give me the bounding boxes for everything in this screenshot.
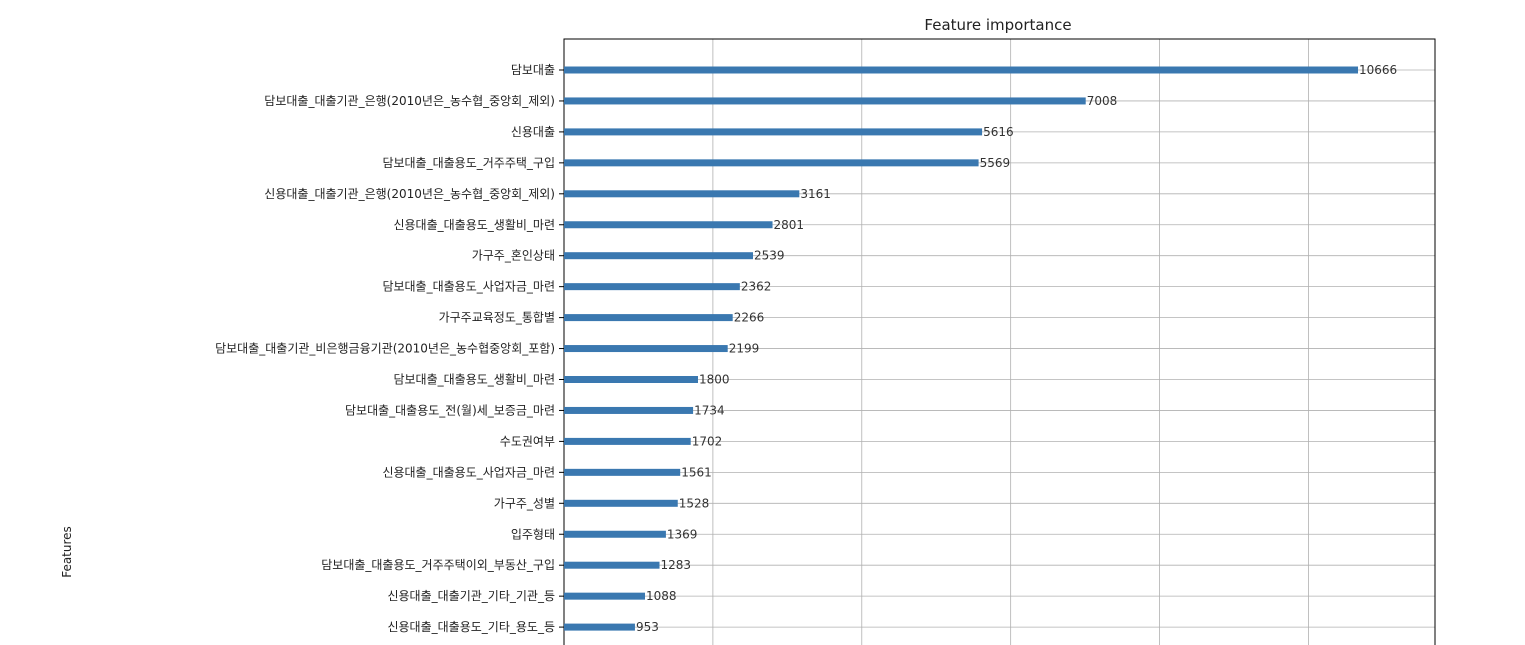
value-label: 10666 [1359, 63, 1397, 77]
bar [564, 283, 740, 290]
value-label: 5569 [980, 156, 1011, 170]
value-label: 1702 [692, 434, 723, 448]
value-label: 1734 [694, 403, 725, 417]
y-tick-label: 가구주_성별 [494, 496, 555, 510]
value-label: 1528 [679, 496, 710, 510]
y-tick-label: 담보대출_대출용도_전(월)세_보증금_마련 [345, 403, 555, 417]
value-label: 2801 [774, 218, 805, 232]
bar [564, 252, 753, 259]
y-tick-label: 신용대출_대출용도_사업자금_마련 [382, 465, 555, 479]
y-tick-label: 담보대출_대출용도_생활비_마련 [393, 373, 555, 387]
y-axis-label: Features [60, 526, 74, 578]
y-tick-label: 신용대출_대출기관_은행(2010년은_농수협_중앙회_제외) [264, 186, 555, 201]
bar [564, 531, 666, 538]
y-tick-label: 담보대출 [511, 63, 555, 77]
y-tick-label: 담보대출_대출기관_비은행금융기관(2010년은_농수협중앙회_포함) [215, 341, 555, 356]
bar [564, 128, 982, 135]
value-label: 5616 [983, 125, 1014, 139]
bar [564, 190, 799, 197]
bar [564, 221, 773, 228]
bar [564, 97, 1086, 104]
value-label: 1088 [646, 589, 677, 603]
bar [564, 345, 728, 352]
bar [564, 593, 645, 600]
y-tick-label: 가구주_혼인상태 [472, 249, 555, 263]
bar [564, 469, 680, 476]
bar [564, 562, 660, 569]
y-tick-label: 입주형태 [511, 527, 555, 541]
y-tick-label: 신용대출_대출용도_기타_용도_등 [387, 620, 555, 634]
y-tick-label: 신용대출 [511, 125, 555, 139]
y-tick-label: 신용대출_대출기관_기타_기관_등 [387, 589, 555, 603]
value-label: 2539 [754, 249, 785, 263]
bar [564, 407, 693, 414]
value-label: 7008 [1087, 94, 1118, 108]
value-label: 2362 [741, 280, 772, 294]
y-tick-label: 가구주교육정도_통합별 [439, 311, 555, 325]
y-tick-label: 신용대출_대출용도_생활비_마련 [393, 218, 555, 232]
value-label: 2266 [734, 311, 765, 325]
value-label: 1800 [699, 373, 730, 387]
bar [564, 624, 635, 631]
y-tick-label: 수도권여부 [500, 434, 555, 448]
y-tick-label: 담보대출_대출용도_거주주택이외_부동산_구입 [321, 558, 555, 572]
value-label: 3161 [800, 187, 831, 201]
value-label: 1283 [661, 558, 692, 572]
bar [564, 438, 691, 445]
value-label: 2199 [729, 342, 760, 356]
y-tick-label: 담보대출_대출용도_거주주택_구입 [382, 156, 555, 170]
y-tick-label: 담보대출_대출기관_은행(2010년은_농수협_중앙회_제외) [264, 93, 555, 108]
bar [564, 500, 678, 507]
bar [564, 376, 698, 383]
value-label: 953 [636, 620, 659, 634]
value-label: 1561 [681, 465, 712, 479]
y-tick-label: 담보대출_대출용도_사업자금_마련 [382, 280, 555, 294]
value-label: 1369 [667, 527, 698, 541]
bar [564, 159, 979, 166]
chart-title: Feature importance [924, 16, 1071, 34]
bar [564, 67, 1358, 74]
bar [564, 314, 733, 321]
